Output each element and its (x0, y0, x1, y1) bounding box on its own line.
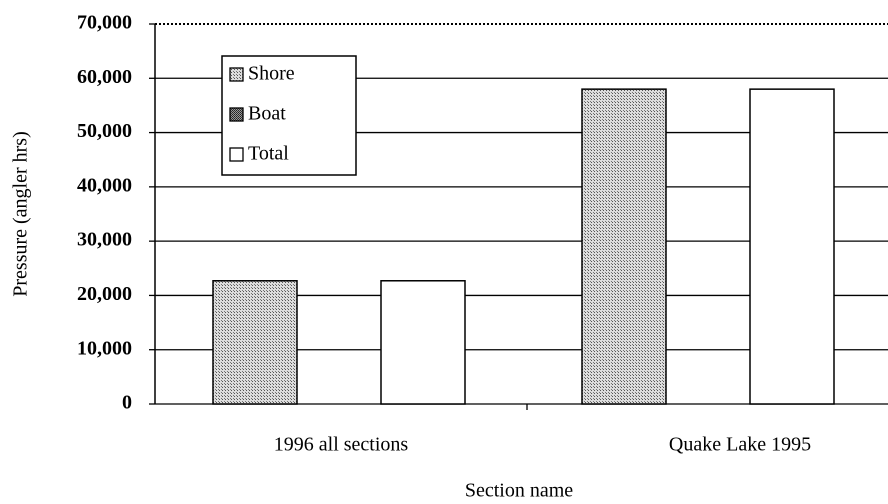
y-tick-label: 40,000 (77, 174, 132, 196)
legend-box (221, 55, 357, 176)
x-axis-title: Section name (465, 480, 573, 502)
legend-swatch (229, 147, 244, 162)
y-tick-label: 70,000 (77, 12, 132, 34)
y-tick-label: 50,000 (77, 120, 132, 142)
y-tick-label: 10,000 (77, 337, 132, 359)
y-tick-label: 60,000 (77, 66, 132, 88)
legend-label: Total (248, 143, 289, 165)
bar (380, 280, 466, 405)
bar (749, 88, 835, 405)
bar (581, 88, 667, 405)
y-tick-label: 30,000 (77, 229, 132, 251)
legend-swatch (229, 107, 244, 122)
y-tick-label: 20,000 (77, 283, 132, 305)
x-tick-label: Quake Lake 1995 (669, 434, 811, 456)
legend-label: Boat (248, 103, 286, 125)
y-tick-label: 0 (122, 392, 132, 414)
x-tick-label: 1996 all sections (274, 434, 409, 456)
legend-label: Shore (248, 63, 295, 85)
bar (212, 280, 298, 405)
y-axis-title: Pressure (angler hrs) (10, 131, 32, 297)
legend-swatch (229, 67, 244, 82)
